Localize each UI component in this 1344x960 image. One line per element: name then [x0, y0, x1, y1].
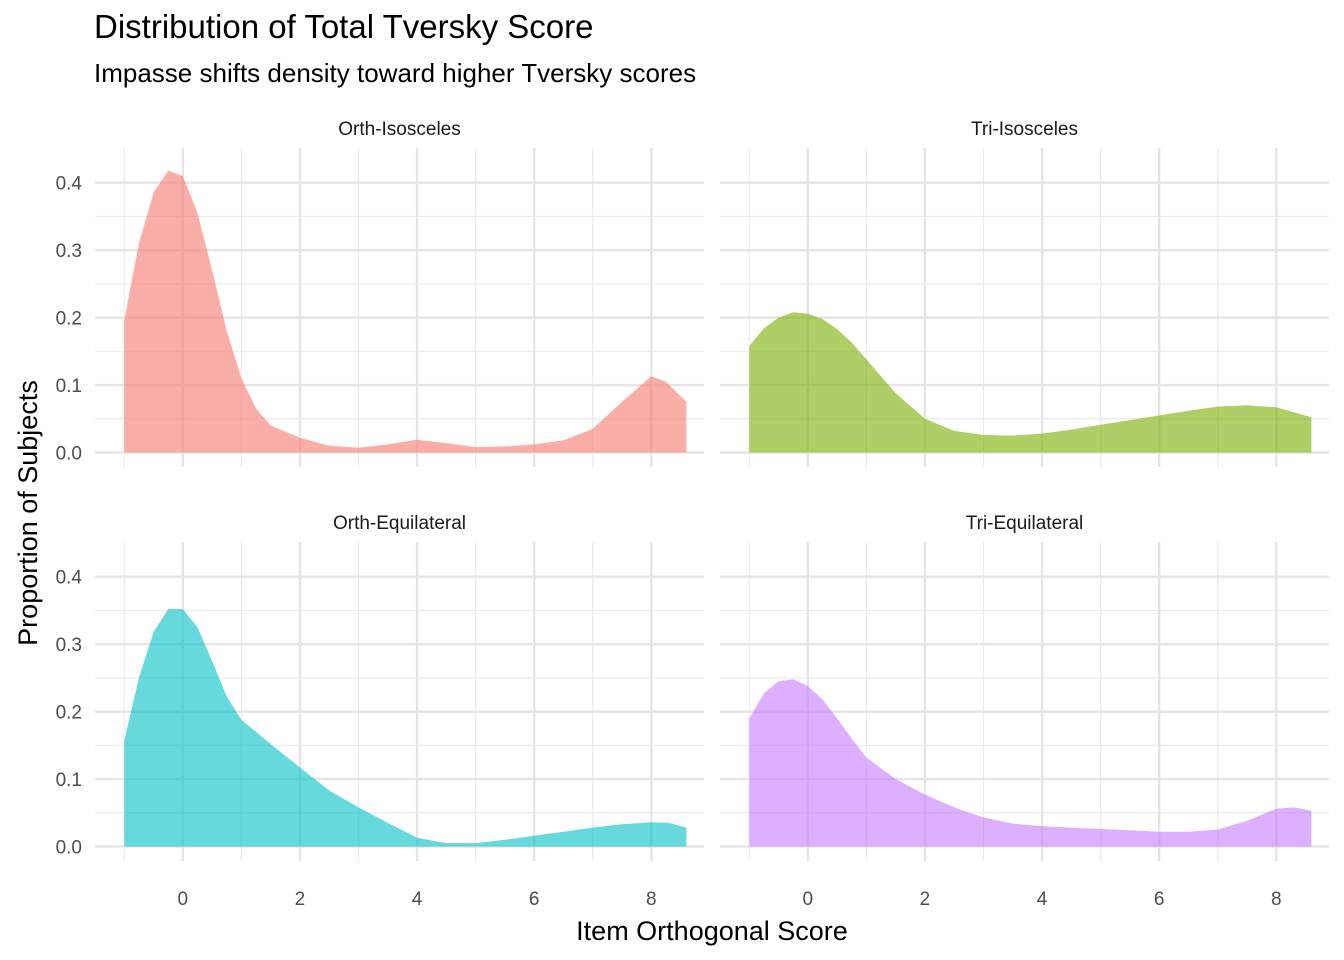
facet-strip-label: Tri-Equilateral: [966, 513, 1084, 534]
y-tick-label: 0.1: [56, 376, 82, 397]
density-area-orth-isosceles: [124, 170, 687, 453]
y-tick-label: 0.3: [56, 635, 82, 656]
density-area-orth-equilateral: [124, 609, 687, 847]
y-tick-label: 0.2: [56, 703, 82, 724]
y-tick-label: 0.4: [56, 568, 83, 589]
chart-subtitle: Impasse shifts density toward higher Tve…: [94, 58, 697, 88]
y-tick-label: 0.1: [56, 770, 82, 791]
x-axis-title: Item Orthogonal Score: [576, 916, 848, 946]
y-axis-title: Proportion of Subjects: [13, 380, 43, 646]
x-tick-label: 6: [1154, 889, 1165, 910]
density-area-tri-equilateral: [749, 679, 1312, 847]
facet-strip-label: Orth-Isosceles: [338, 119, 460, 140]
x-tick-label: 4: [412, 889, 423, 910]
x-tick-label: 0: [803, 889, 814, 910]
y-tick-label: 0.3: [56, 241, 82, 262]
y-tick-label: 0.0: [56, 444, 82, 465]
x-tick-label: 8: [646, 889, 657, 910]
y-tick-label: 0.0: [56, 838, 82, 859]
panel-tri-isosceles: Tri-Isosceles: [720, 119, 1329, 467]
panel-orth-isosceles: Orth-Isosceles 0.0 0.1 0.2 0.3 0.4: [56, 119, 704, 467]
x-tick-label: 6: [529, 889, 540, 910]
density-area-tri-isosceles: [749, 312, 1312, 453]
chart-title: Distribution of Total Tversky Score: [94, 8, 594, 45]
facet-strip-label: Orth-Equilateral: [333, 513, 466, 534]
panel-orth-equilateral: Orth-Equilateral 0.0 0.1 0.2 0.3 0.4 0 2 4 6 8: [56, 513, 704, 910]
x-tick-label: 2: [920, 889, 931, 910]
y-tick-label: 0.4: [56, 174, 83, 195]
panel-tri-equilateral: Tri-Equilateral 0 2 4 6 8: [720, 513, 1329, 910]
panels-layer: Orth-Isosceles 0.0 0.1 0.2 0.3 0.4 Tri-Isoscel…: [56, 119, 1329, 910]
x-tick-label: 0: [178, 889, 189, 910]
x-tick-label: 4: [1037, 889, 1048, 910]
facet-strip-label: Tri-Isosceles: [971, 119, 1078, 140]
x-tick-label: 2: [295, 889, 306, 910]
x-tick-label: 8: [1271, 889, 1282, 910]
y-tick-label: 0.2: [56, 309, 82, 330]
